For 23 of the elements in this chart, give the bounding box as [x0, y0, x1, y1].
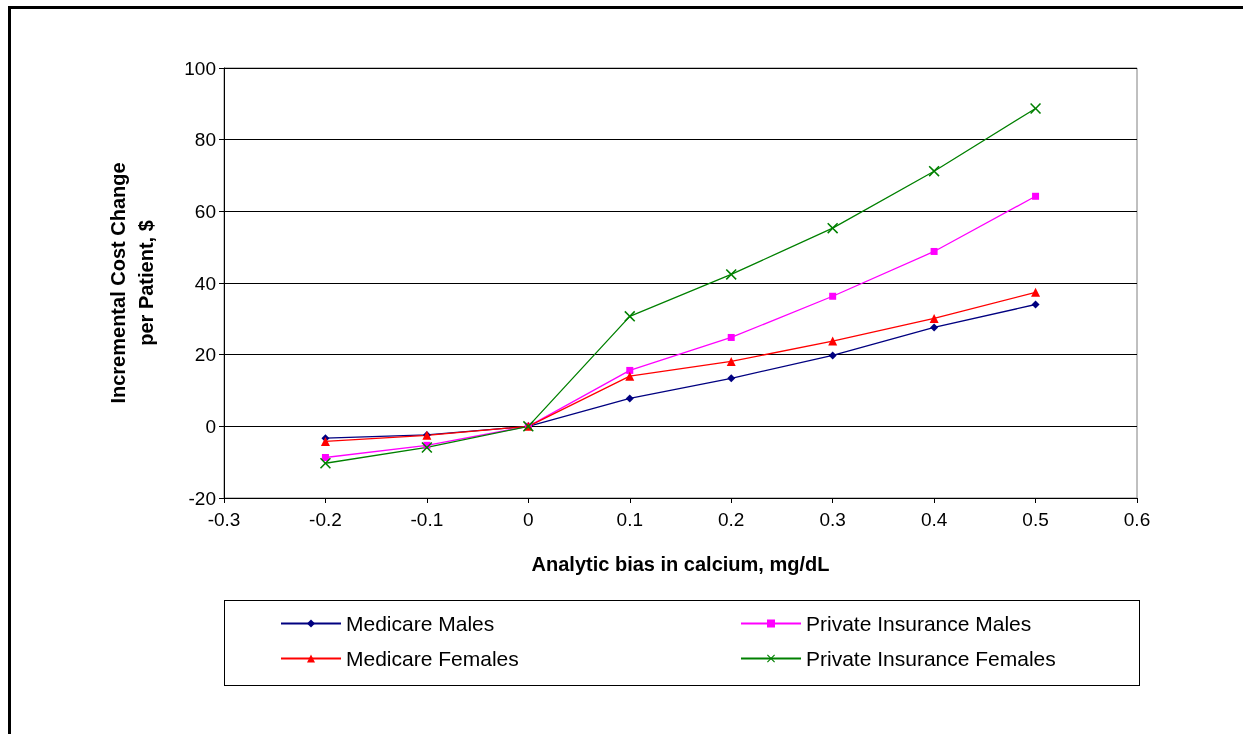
y-tick-label: 20	[194, 344, 216, 366]
y-tick-label: 40	[194, 272, 216, 294]
x-tick-label: 0.4	[920, 509, 948, 530]
x-tick-label: -0.2	[309, 509, 342, 530]
x-tick-label: 0	[523, 509, 534, 530]
y-tick-label: 100	[184, 57, 216, 79]
legend-label: Private Insurance Males	[806, 612, 1032, 635]
x-tick-label: 0.1	[616, 509, 643, 530]
legend-label: Medicare Males	[346, 612, 495, 635]
x-tick-label: 0.5	[1022, 509, 1049, 530]
legend-label: Private Insurance Females	[806, 647, 1056, 670]
y-tick-label: -20	[188, 487, 216, 509]
x-tick-label: 0.2	[718, 509, 745, 530]
y-axis-title: Incremental Cost Change per Patient, $	[107, 162, 157, 404]
legend-label: Medicare Females	[346, 647, 519, 670]
x-axis-title: Analytic bias in calcium, mg/dL	[531, 553, 830, 575]
x-tick-label: -0.3	[207, 509, 241, 530]
y-tick-label: 0	[205, 415, 216, 437]
y-tick-label: 60	[194, 200, 216, 222]
x-tick-label: 0.6	[1123, 509, 1151, 530]
y-tick-label: 80	[194, 129, 216, 151]
x-tick-label: -0.1	[410, 509, 444, 530]
x-tick-label: 0.3	[819, 509, 846, 530]
